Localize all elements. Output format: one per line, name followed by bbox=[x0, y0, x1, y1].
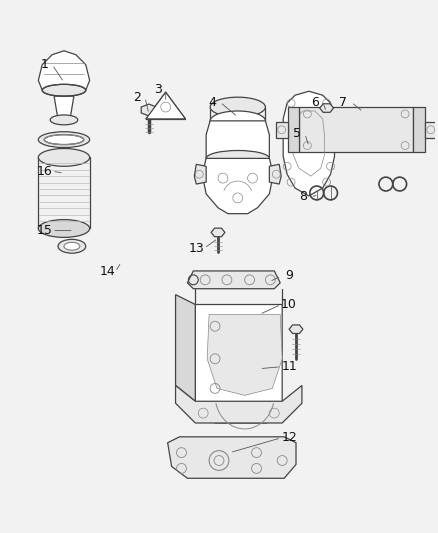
Ellipse shape bbox=[58, 239, 86, 253]
Text: 14: 14 bbox=[99, 265, 115, 278]
Ellipse shape bbox=[38, 149, 90, 166]
Polygon shape bbox=[207, 314, 282, 395]
Polygon shape bbox=[276, 122, 288, 138]
Polygon shape bbox=[289, 325, 303, 334]
Polygon shape bbox=[194, 164, 206, 184]
Text: 2: 2 bbox=[133, 91, 141, 104]
Polygon shape bbox=[187, 271, 280, 289]
Text: 12: 12 bbox=[281, 431, 297, 445]
Text: 9: 9 bbox=[285, 269, 293, 282]
Text: 4: 4 bbox=[208, 95, 216, 109]
Polygon shape bbox=[168, 437, 296, 478]
Polygon shape bbox=[176, 295, 195, 401]
Polygon shape bbox=[195, 304, 282, 423]
Text: 8: 8 bbox=[299, 190, 307, 204]
Ellipse shape bbox=[64, 243, 80, 250]
Polygon shape bbox=[283, 91, 335, 196]
Bar bbox=[288, 107, 300, 152]
Text: 15: 15 bbox=[36, 224, 52, 237]
Polygon shape bbox=[202, 158, 273, 214]
Text: 10: 10 bbox=[281, 298, 297, 311]
Text: 7: 7 bbox=[339, 95, 347, 109]
Text: 3: 3 bbox=[154, 83, 162, 96]
Polygon shape bbox=[146, 92, 185, 119]
Bar bbox=[300, 107, 413, 152]
Text: 13: 13 bbox=[188, 242, 204, 255]
Text: 16: 16 bbox=[36, 165, 52, 177]
Ellipse shape bbox=[44, 135, 84, 144]
Polygon shape bbox=[211, 228, 225, 237]
Polygon shape bbox=[320, 104, 333, 112]
Ellipse shape bbox=[210, 111, 265, 131]
Text: 6: 6 bbox=[311, 95, 319, 109]
Ellipse shape bbox=[38, 132, 90, 148]
Polygon shape bbox=[176, 385, 302, 423]
Polygon shape bbox=[54, 96, 74, 120]
Polygon shape bbox=[38, 51, 90, 90]
Polygon shape bbox=[425, 122, 437, 138]
Ellipse shape bbox=[42, 84, 86, 96]
Text: 1: 1 bbox=[40, 58, 48, 71]
Ellipse shape bbox=[210, 97, 265, 117]
Polygon shape bbox=[206, 121, 269, 158]
Polygon shape bbox=[141, 104, 157, 116]
Ellipse shape bbox=[206, 150, 269, 166]
Ellipse shape bbox=[50, 115, 78, 125]
Bar bbox=[413, 107, 425, 152]
Text: 11: 11 bbox=[281, 360, 297, 373]
Polygon shape bbox=[269, 164, 281, 184]
Ellipse shape bbox=[38, 220, 90, 237]
Text: 5: 5 bbox=[293, 127, 301, 140]
